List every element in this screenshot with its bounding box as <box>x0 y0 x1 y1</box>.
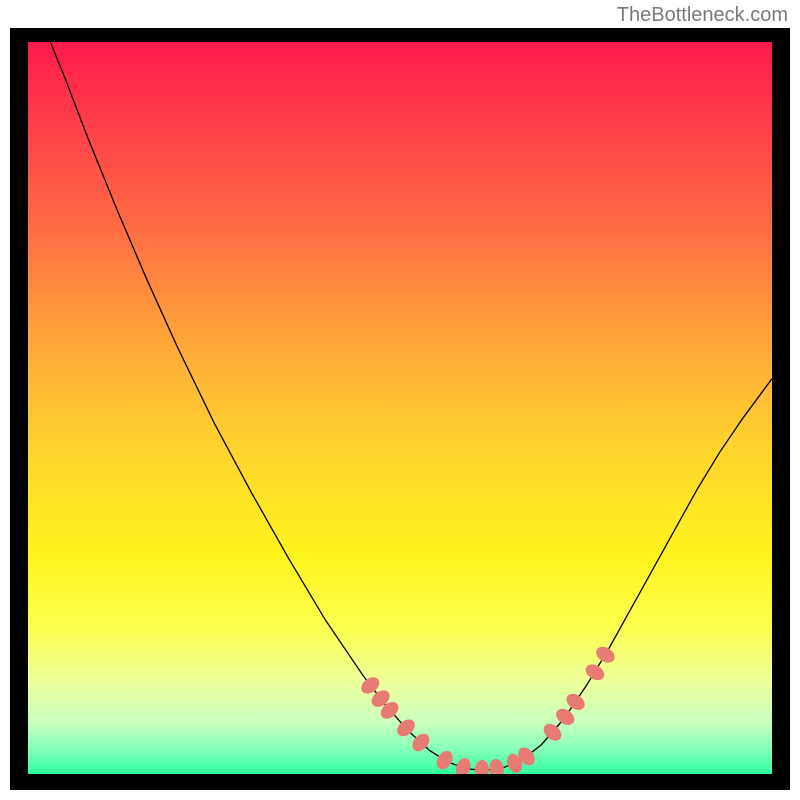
attribution-text: TheBottleneck.com <box>617 4 788 27</box>
plot-area <box>28 42 772 774</box>
chart-container: TheBottleneck.com <box>0 0 800 800</box>
gradient-background <box>28 42 772 774</box>
chart-frame <box>10 28 790 790</box>
plot-svg <box>28 42 772 774</box>
